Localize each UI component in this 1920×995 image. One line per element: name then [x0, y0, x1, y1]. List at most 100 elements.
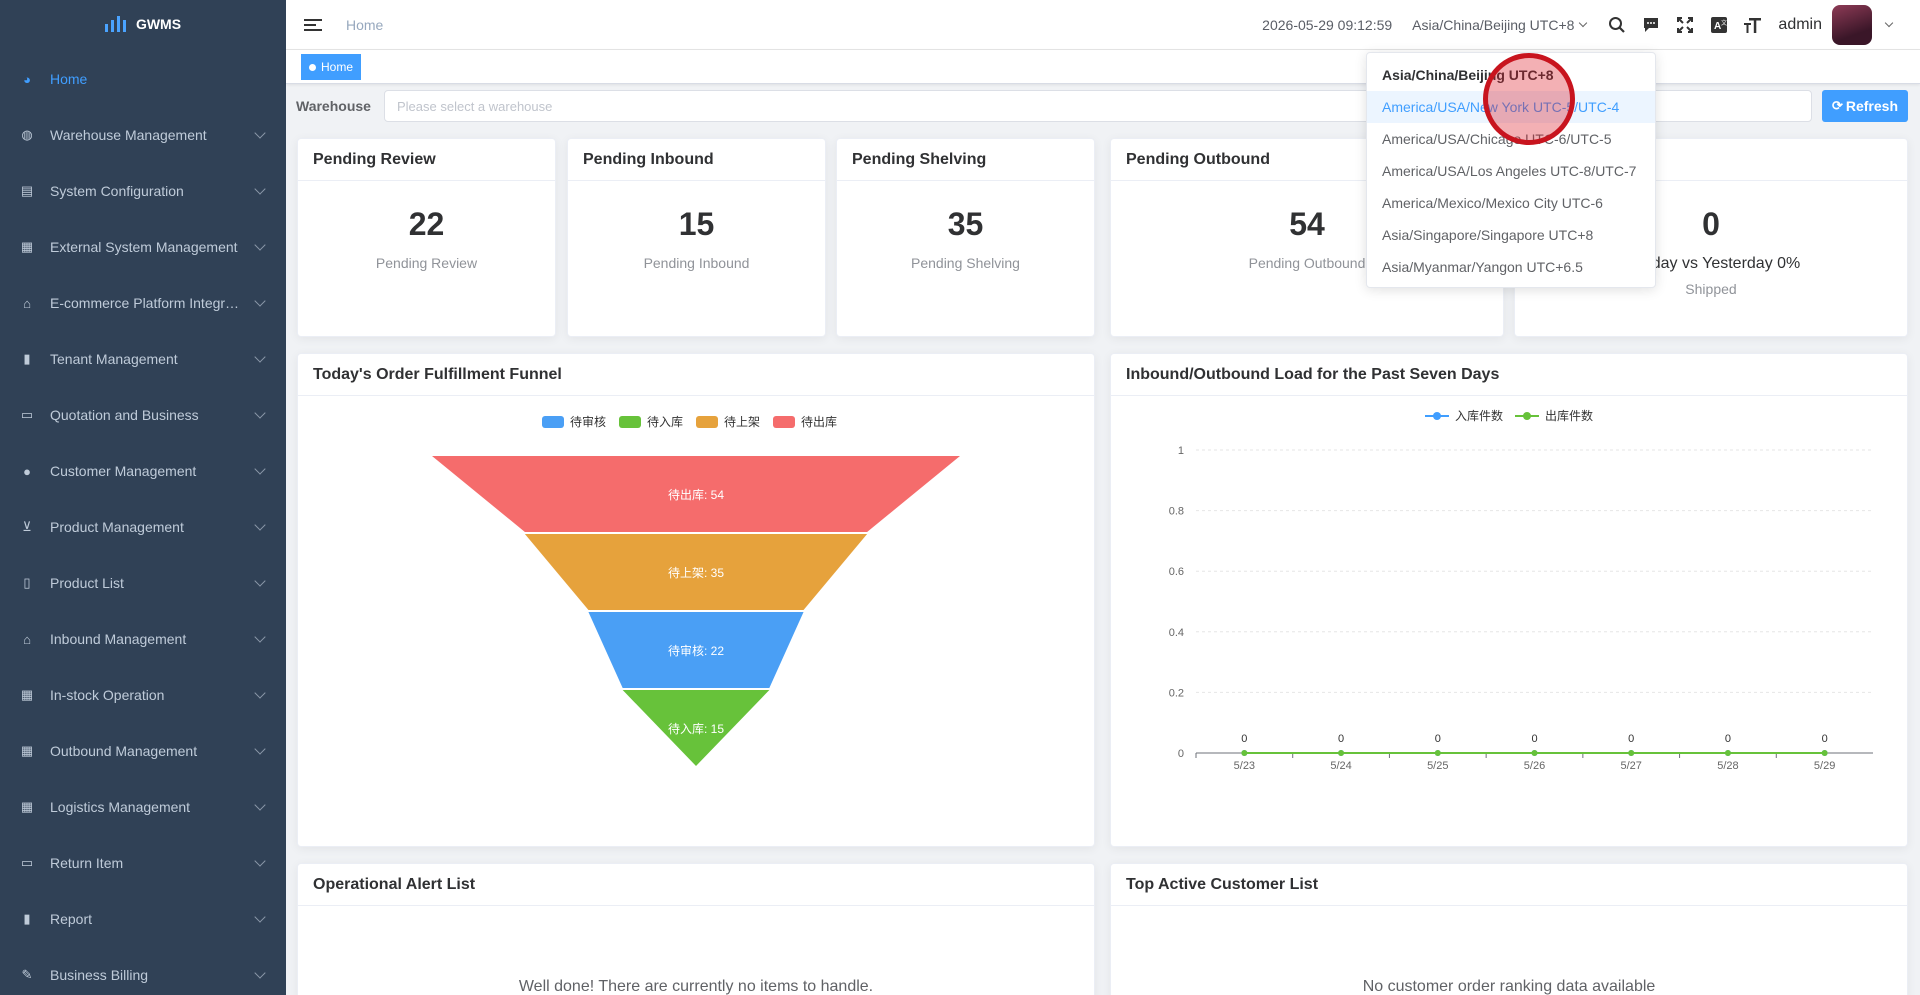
dashboard-icon: ◕ [23, 71, 31, 87]
sidebar-item-report[interactable]: ▮ Report [0, 891, 286, 947]
sidebar-item-system-configuration[interactable]: ▤ System Configuration [0, 163, 286, 219]
chevron-down-icon [254, 687, 266, 699]
sidebar-item-tenant-management[interactable]: ▮ Tenant Management [0, 331, 286, 387]
hamburger-toggle-icon[interactable] [304, 18, 322, 31]
chevron-down-icon [254, 575, 266, 587]
timezone-selector[interactable]: Asia/China/Beijing UTC+8 [1412, 17, 1588, 33]
edit-icon: ✎ [21, 967, 33, 982]
x-tick-label: 5/28 [1717, 760, 1738, 772]
stat-label: Shipped [1685, 281, 1737, 297]
top-navbar: Home 2026-05-29 09:12:59 Asia/China/Beij… [286, 0, 1920, 50]
sidebar-item-product-management[interactable]: ⊻ Product Management [0, 499, 286, 555]
sidebar-item-label: Report [50, 911, 93, 927]
data-label: 0 [1725, 733, 1731, 745]
legend-swatch [696, 416, 718, 428]
sidebar-item-label: Tenant Management [50, 351, 178, 367]
chevron-down-icon [254, 855, 266, 867]
sidebar-item-label: Warehouse Management [50, 127, 207, 143]
home-icon: ⌂ [23, 631, 31, 647]
config-icon: ▤ [20, 183, 34, 198]
chevron-down-icon[interactable] [1884, 18, 1894, 28]
refresh-label: Refresh [1845, 98, 1899, 114]
sidebar-item-label: System Configuration [50, 183, 184, 199]
card-title: Pending Review [298, 139, 555, 181]
panel-title: Operational Alert List [298, 864, 1094, 906]
x-tick-label: 5/26 [1524, 760, 1545, 772]
bar-chart-icon: ▮ [23, 351, 31, 366]
warehouse-placeholder: Please select a warehouse [397, 98, 553, 114]
timezone-option[interactable]: Asia/Myanmar/Yangon UTC+6.5 [1382, 259, 1583, 275]
funnel-stage-label: 待出库: 54 [668, 487, 724, 502]
sidebar-item-in-stock-operation[interactable]: ▦ In-stock Operation [0, 667, 286, 723]
chevron-down-icon [254, 911, 266, 923]
data-point [1628, 750, 1635, 756]
x-tick-label: 5/23 [1234, 760, 1255, 772]
sidebar-item-business-billing[interactable]: ✎ Business Billing [0, 947, 286, 995]
stat-label: Pending Review [375, 255, 478, 271]
timezone-option[interactable]: Asia/Singapore/Singapore UTC+8 [1382, 227, 1594, 243]
stat-value: 35 [947, 206, 984, 242]
data-point [1821, 750, 1828, 756]
sidebar-item-warehouse-management[interactable]: ◍ Warehouse Management [0, 107, 286, 163]
chevron-down-icon [254, 799, 266, 811]
chevron-down-icon [254, 183, 266, 195]
sidebar-menu: ◕ Home ◍ Warehouse Management ▤ System Config… [0, 51, 286, 995]
sidebar-item-label: External System Management [50, 239, 238, 255]
logo-icon [104, 16, 126, 32]
sidebar-item-external-system-management[interactable]: ▦ External System Management [0, 219, 286, 275]
sidebar-item-label: Home [50, 71, 88, 87]
sidebar-item-logistics-management[interactable]: ▦ Logistics Management [0, 779, 286, 835]
sidebar-item-inbound-management[interactable]: ⌂ Inbound Management [0, 611, 286, 667]
refresh-icon: ⟳ [1831, 98, 1843, 113]
chevron-down-icon [254, 967, 266, 979]
sidebar-item-label: Customer Management [50, 463, 197, 479]
sidebar-item-return-item[interactable]: ▭ Return Item [0, 835, 286, 891]
avatar[interactable] [1832, 4, 1872, 45]
grid-icon: ▦ [20, 799, 34, 814]
store-icon: ⌂ [23, 295, 31, 311]
funnel-stage [622, 690, 770, 766]
card-pending-review: Pending Review 22 Pending Review [297, 138, 556, 337]
sidebar-item-home[interactable]: ◕ Home [0, 51, 286, 107]
table-icon: ▦ [20, 687, 34, 702]
sidebar-item-e-commerce-platform-integr[interactable]: ⌂ E-commerce Platform Integr… [0, 275, 286, 331]
legend-item: 待上架 [696, 415, 760, 429]
sidebar-item-outbound-management[interactable]: ▦ Outbound Management [0, 723, 286, 779]
timezone-option[interactable]: America/Mexico/Mexico City UTC-6 [1382, 195, 1603, 211]
app-logo[interactable]: GWMS [0, 0, 286, 48]
funnel-stage-label: 待入库: 15 [668, 721, 724, 736]
search-icon[interactable] [1600, 0, 1634, 50]
cart-icon: ⊻ [22, 519, 32, 534]
legend-label: 待入库 [647, 414, 683, 429]
stat-value: 22 [408, 206, 445, 242]
tags-view-bar: Home [286, 50, 1920, 84]
sidebar-item-quotation-and-business[interactable]: ▭ Quotation and Business [0, 387, 286, 443]
legend-item: 待入库 [619, 414, 683, 429]
fullscreen-icon[interactable] [1668, 0, 1702, 50]
breadcrumb[interactable]: Home [346, 16, 384, 33]
sidebar-item-label: Product List [50, 575, 124, 591]
username[interactable]: admin [1778, 15, 1822, 33]
timezone-option[interactable]: America/USA/Los Angeles UTC-8/UTC-7 [1382, 163, 1637, 179]
legend-label: 待上架 [724, 415, 760, 429]
x-tick-label: 5/25 [1427, 760, 1448, 772]
font-size-icon[interactable] [1736, 0, 1770, 50]
sidebar-item-product-list[interactable]: ▯ Product List [0, 555, 286, 611]
y-tick-label: 0 [1178, 748, 1184, 760]
chevron-down-icon [254, 295, 266, 307]
alert-empty-text: Well done! There are currently no items … [518, 978, 874, 995]
refresh-button[interactable]: ⟳ Refresh [1822, 90, 1908, 122]
sidebar-item-customer-management[interactable]: ● Customer Management [0, 443, 286, 499]
data-label: 0 [1531, 733, 1537, 745]
customer-empty-text: No customer order ranking data available [1362, 978, 1656, 995]
stat-value: 0 [1702, 206, 1720, 242]
alert-panel: Operational Alert List Well done! There … [297, 863, 1095, 995]
active-dot-icon [309, 63, 316, 71]
load-panel: Inbound/Outbound Load for the Past Seven… [1110, 353, 1908, 847]
message-icon[interactable] [1634, 0, 1668, 50]
data-point [1531, 750, 1538, 756]
tag-home[interactable]: Home [301, 54, 362, 80]
data-point [1434, 750, 1441, 756]
legend-label: 出库件数 [1545, 408, 1593, 423]
